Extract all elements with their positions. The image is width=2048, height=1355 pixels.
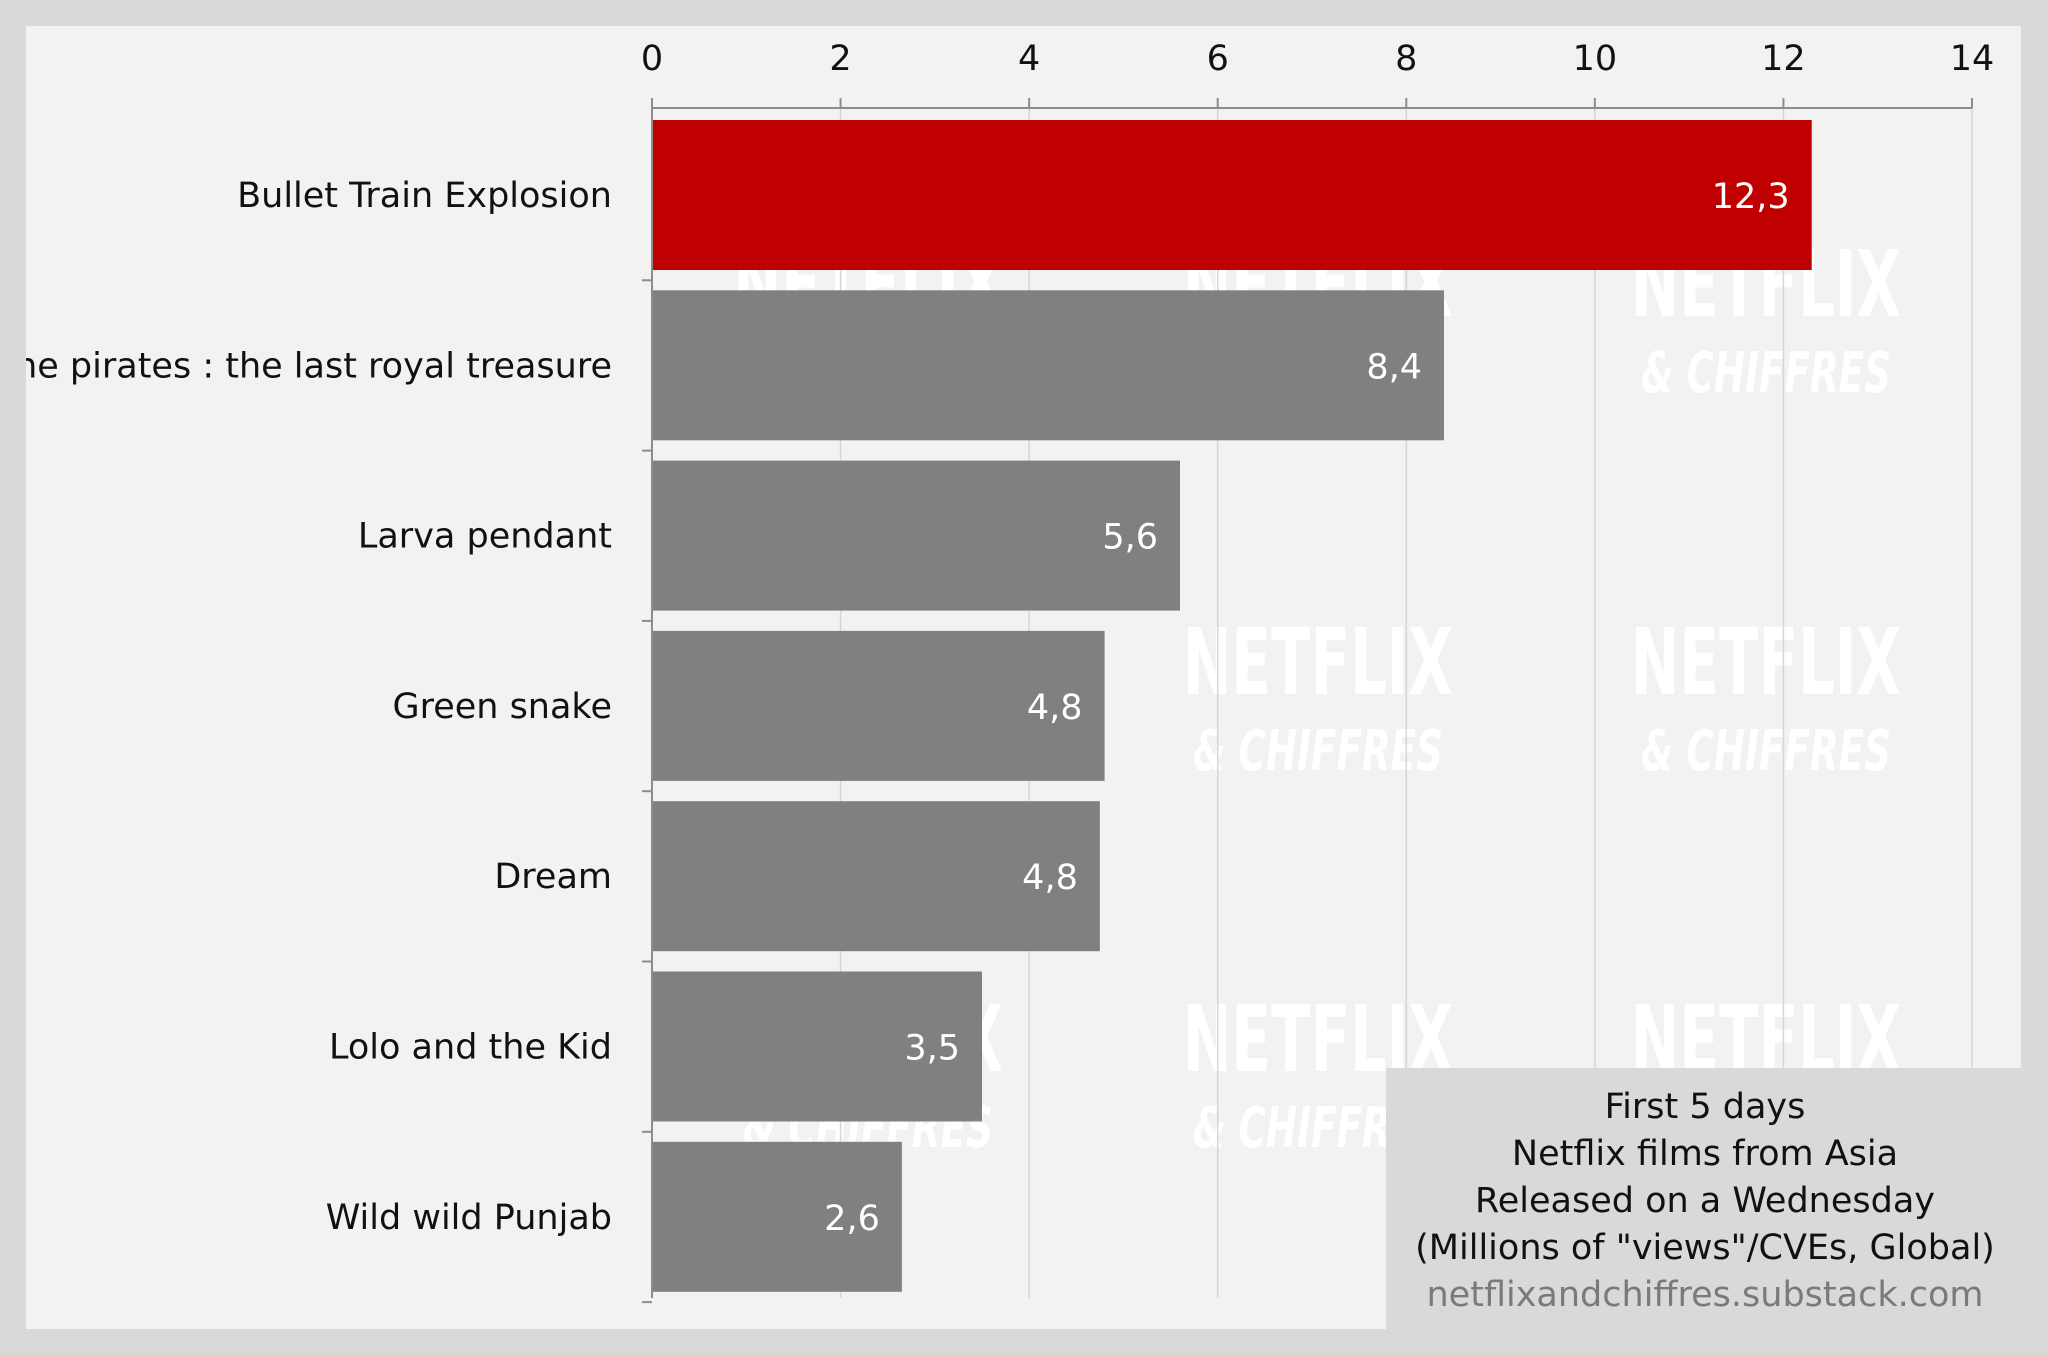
category-labels: Bullet Train Explosion The pirates : the … [26, 176, 612, 1238]
x-tick-label: 6 [1207, 39, 1229, 79]
watermark-sub: & CHIFFRES [1641, 719, 1891, 784]
category-label: The pirates : the last royal treasure [26, 346, 612, 386]
category-label: Bullet Train Explosion [237, 176, 612, 216]
bar-value-label: 8,4 [1366, 347, 1422, 387]
watermark-sub: & CHIFFRES [1193, 719, 1443, 784]
note-line-4: (Millions of "views"/CVEs, Global) [1415, 1228, 1995, 1268]
x-tick-label: 14 [1950, 39, 1995, 79]
x-tick-label: 10 [1573, 39, 1618, 79]
bar [652, 971, 982, 1122]
category-label: Lolo and the Kid [329, 1028, 612, 1068]
bar-value-label: 3,5 [904, 1029, 960, 1069]
bar-value-label: 2,6 [824, 1199, 880, 1239]
bar-value-label: 12,3 [1712, 177, 1790, 217]
x-tick-label: 8 [1395, 39, 1417, 79]
bar [652, 801, 1100, 952]
x-tick-label: 0 [641, 39, 663, 79]
note-line-3: Released on a Wednesday [1474, 1181, 1936, 1221]
chart-note-box: First 5 days Netflix films from Asia Rel… [1386, 1068, 2024, 1329]
x-tick-label: 12 [1761, 39, 1806, 79]
category-label: Wild wild Punjab [326, 1198, 612, 1238]
chart-frame: NETFLIX & CHIFFRES NETFLIX & CHIFFRES NETFLI… [26, 26, 2021, 1329]
source-credit: netflixandchiffres.substack.com [1426, 1275, 1984, 1315]
bar [652, 120, 1812, 270]
bar [652, 460, 1180, 611]
note-line-1: First 5 days [1604, 1087, 1806, 1127]
bar-value-label: 5,6 [1102, 518, 1158, 558]
note-line-2: Netflix films from Asia [1511, 1134, 1899, 1174]
x-tick-label: 2 [829, 39, 851, 79]
watermark-brand: NETFLIX [1631, 609, 1901, 716]
category-label: Larva pendant [358, 517, 612, 557]
x-axis: 0 2 4 6 8 10 12 14 [641, 39, 1995, 1304]
bar [652, 630, 1105, 781]
bar-value-label: 4,8 [1027, 688, 1083, 728]
category-label: Green snake [392, 687, 612, 727]
bar-value-label: 4,8 [1022, 858, 1078, 898]
bar [652, 290, 1444, 441]
watermark-sub: & CHIFFRES [1641, 341, 1891, 406]
bars-group: 12,3 8,4 5,6 4,8 4,8 3,5 2,6 [652, 120, 1812, 1292]
watermark-brand: NETFLIX [1183, 609, 1453, 716]
x-tick-label: 4 [1018, 39, 1040, 79]
bar [652, 1141, 902, 1292]
category-label: Dream [494, 857, 612, 897]
